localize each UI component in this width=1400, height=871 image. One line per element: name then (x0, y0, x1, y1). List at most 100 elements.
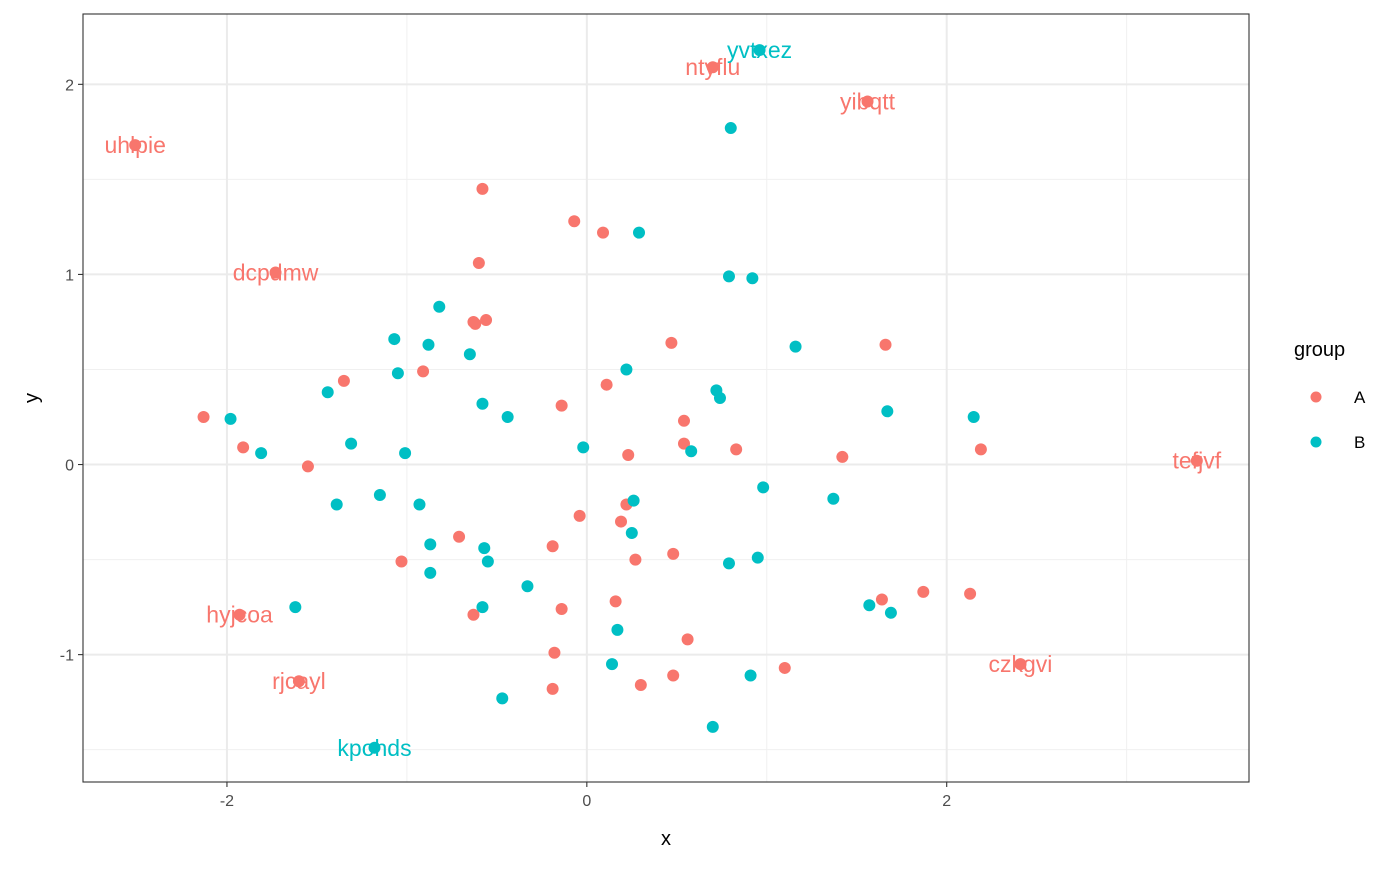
point-b (373, 488, 386, 501)
point-b (724, 122, 737, 135)
point-a (964, 587, 977, 600)
point-b (424, 566, 437, 579)
panel-border (82, 13, 1250, 783)
point-b (422, 338, 435, 351)
y-tick-label: 2 (65, 77, 74, 94)
grid (83, 14, 1249, 782)
point-b (577, 441, 590, 454)
point-a (600, 378, 613, 391)
point-b (789, 340, 802, 353)
point-a (480, 314, 493, 327)
point-b (521, 580, 534, 593)
point-b (722, 557, 735, 570)
point-a (555, 399, 568, 412)
point-label: rjcayl (272, 668, 326, 694)
point-b (706, 720, 719, 733)
point-a (417, 365, 430, 378)
point-label: dcpdmw (233, 260, 319, 286)
point-label: yvtxez (727, 37, 792, 63)
point-a (197, 411, 210, 424)
point-b (685, 445, 698, 458)
point-b (881, 405, 894, 418)
point-b (321, 386, 334, 399)
point-b (224, 412, 237, 425)
point-a (476, 182, 489, 195)
point-a (667, 669, 680, 682)
point-b (633, 226, 646, 239)
y-tick-label: 0 (65, 458, 74, 475)
point-a (269, 266, 282, 279)
x-axis: -2 0 2 (220, 782, 951, 810)
legend-key-b (1310, 436, 1322, 448)
point-b (368, 741, 381, 754)
point-a (237, 441, 250, 454)
point-a (337, 374, 350, 387)
point-a (634, 679, 647, 692)
point-b (481, 555, 494, 568)
point-label: tefjvf (1173, 448, 1222, 474)
point-a (292, 675, 305, 688)
point-label: kpohds (337, 735, 411, 761)
legend-label-b: B (1354, 433, 1365, 452)
x-tick-label: -2 (220, 793, 234, 810)
point-b (413, 498, 426, 511)
point-b (463, 348, 476, 361)
y-tick-label: 1 (65, 267, 74, 284)
point-a (469, 317, 482, 330)
point-label: czkgvi (989, 651, 1053, 677)
point-b (345, 437, 358, 450)
point-b (424, 538, 437, 551)
point-a (573, 509, 586, 522)
point-b (399, 447, 412, 460)
point-a (453, 530, 466, 543)
point-b (627, 494, 640, 507)
legend: group A B (1294, 339, 1366, 452)
point-a (974, 443, 987, 456)
point-b (255, 447, 268, 460)
point-a (233, 608, 246, 621)
point-a (301, 460, 314, 473)
point-a (472, 257, 485, 270)
point-a (706, 61, 719, 74)
point-a (677, 414, 690, 427)
point-a (467, 608, 480, 621)
point-a (548, 646, 561, 659)
point-b (501, 411, 514, 424)
point-b (967, 411, 980, 424)
y-tick-label: -1 (60, 648, 74, 665)
point-b (476, 601, 489, 614)
point-a (622, 449, 635, 462)
point-b (746, 272, 759, 285)
legend-title: group (1294, 339, 1345, 361)
point-b (391, 367, 404, 380)
x-axis-title: x (661, 828, 671, 850)
point-b (757, 481, 770, 494)
point-b (744, 669, 757, 682)
labels-layer: uhlpie ntyflu yibqtt dcpdmw tefjvf hyjcoa rjca… (104, 37, 1221, 761)
legend-key-a (1310, 391, 1322, 403)
point-label: uhlpie (104, 132, 165, 158)
y-axis: -1 0 1 2 (60, 77, 83, 665)
point-a (129, 139, 142, 152)
point-a (667, 547, 680, 560)
legend-label-a: A (1354, 388, 1366, 407)
point-a (615, 515, 628, 528)
point-a (1190, 454, 1203, 467)
point-label: yibqtt (840, 88, 896, 114)
point-b (753, 44, 766, 57)
points-layer (129, 44, 1203, 754)
point-a (681, 633, 694, 646)
point-b (289, 601, 302, 614)
point-b (496, 692, 509, 705)
point-a (836, 450, 849, 463)
point-label: ntyflu (685, 54, 740, 80)
point-b (433, 300, 446, 313)
x-tick-label: 0 (582, 793, 591, 810)
point-b (476, 397, 489, 410)
point-a (1014, 658, 1027, 671)
point-a (778, 661, 791, 674)
point-b (388, 333, 401, 346)
point-b (827, 492, 840, 505)
point-b (863, 599, 876, 612)
